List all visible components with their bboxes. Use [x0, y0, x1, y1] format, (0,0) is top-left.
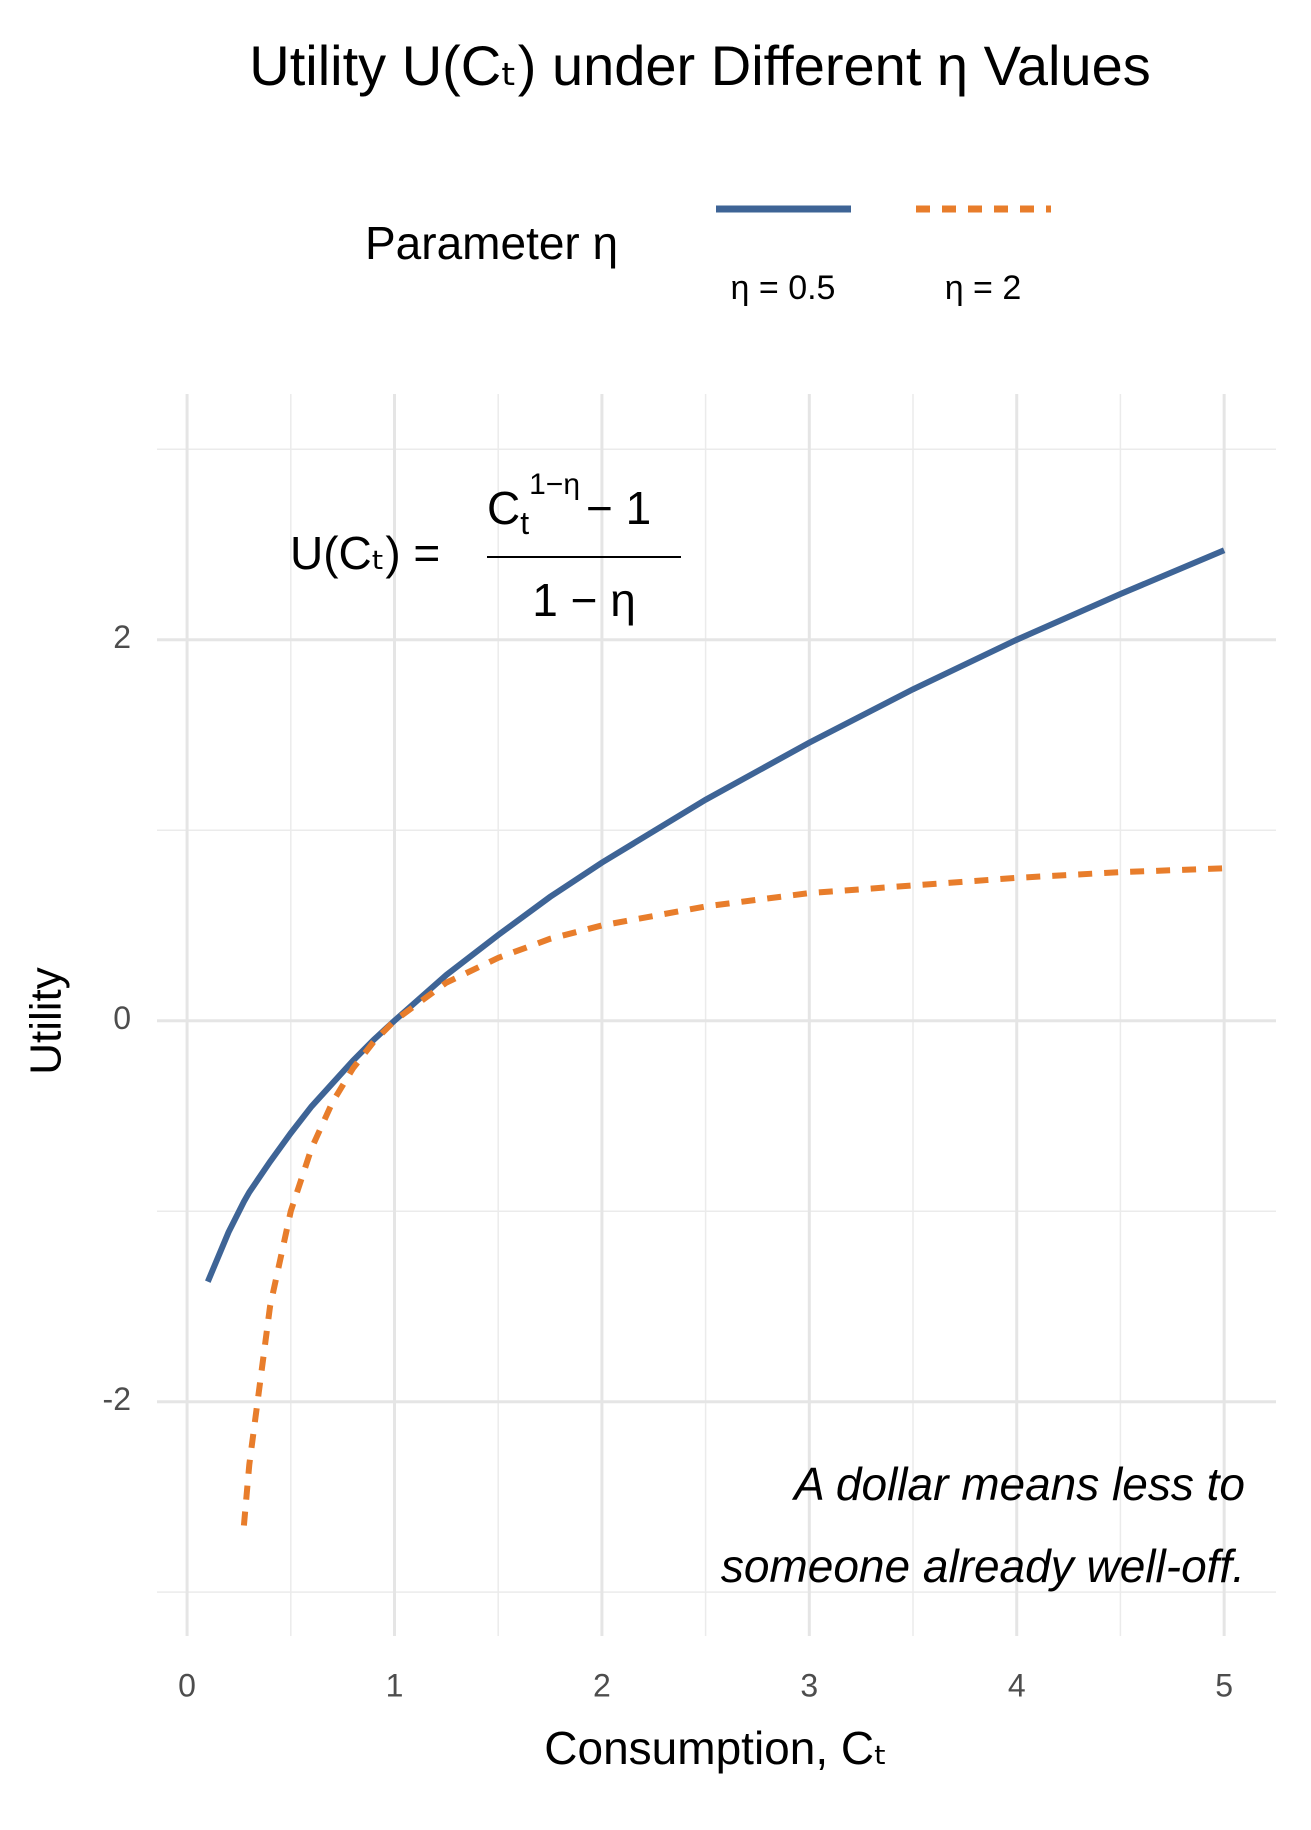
- y-tick-label: -2: [103, 1381, 131, 1417]
- legend-title: Parameter η: [365, 217, 618, 269]
- formula-rest: − 1: [586, 482, 651, 534]
- formula-numerator: Ct1−η − 1: [487, 468, 651, 542]
- y-axis-title: Utility: [22, 967, 71, 1075]
- formula-lhs: U(Cₜ) =: [290, 527, 440, 579]
- annotation: someone already well-off.: [721, 1540, 1245, 1592]
- x-tick-label: 3: [800, 1667, 818, 1703]
- annotation: A dollar means less to: [791, 1458, 1245, 1510]
- series-line: [205, 547, 1226, 1283]
- x-tick-label: 0: [178, 1667, 196, 1703]
- x-axis-title: Consumption, Cₜ: [544, 1722, 887, 1774]
- legend-label: η = 2: [945, 269, 1022, 307]
- x-tick-label: 5: [1215, 1667, 1233, 1703]
- y-tick-label: 2: [113, 619, 131, 655]
- y-tick-label: 0: [113, 1000, 131, 1036]
- x-tick-label: 2: [593, 1667, 611, 1703]
- formula-denominator: 1 − η: [532, 574, 636, 626]
- formula: U(Cₜ) = Ct1−η − 1 1 − η: [290, 468, 681, 626]
- formula-sub: t: [520, 505, 529, 541]
- chart-title: Utility U(Cₜ) under Different η Values: [249, 34, 1150, 97]
- series-line: [240, 865, 1225, 1526]
- x-tick-label: 1: [386, 1667, 404, 1703]
- x-tick-label: 4: [1008, 1667, 1026, 1703]
- formula-base: C: [487, 482, 520, 534]
- formula-sup: 1−η: [529, 468, 580, 501]
- legend-label: η = 0.5: [731, 269, 836, 307]
